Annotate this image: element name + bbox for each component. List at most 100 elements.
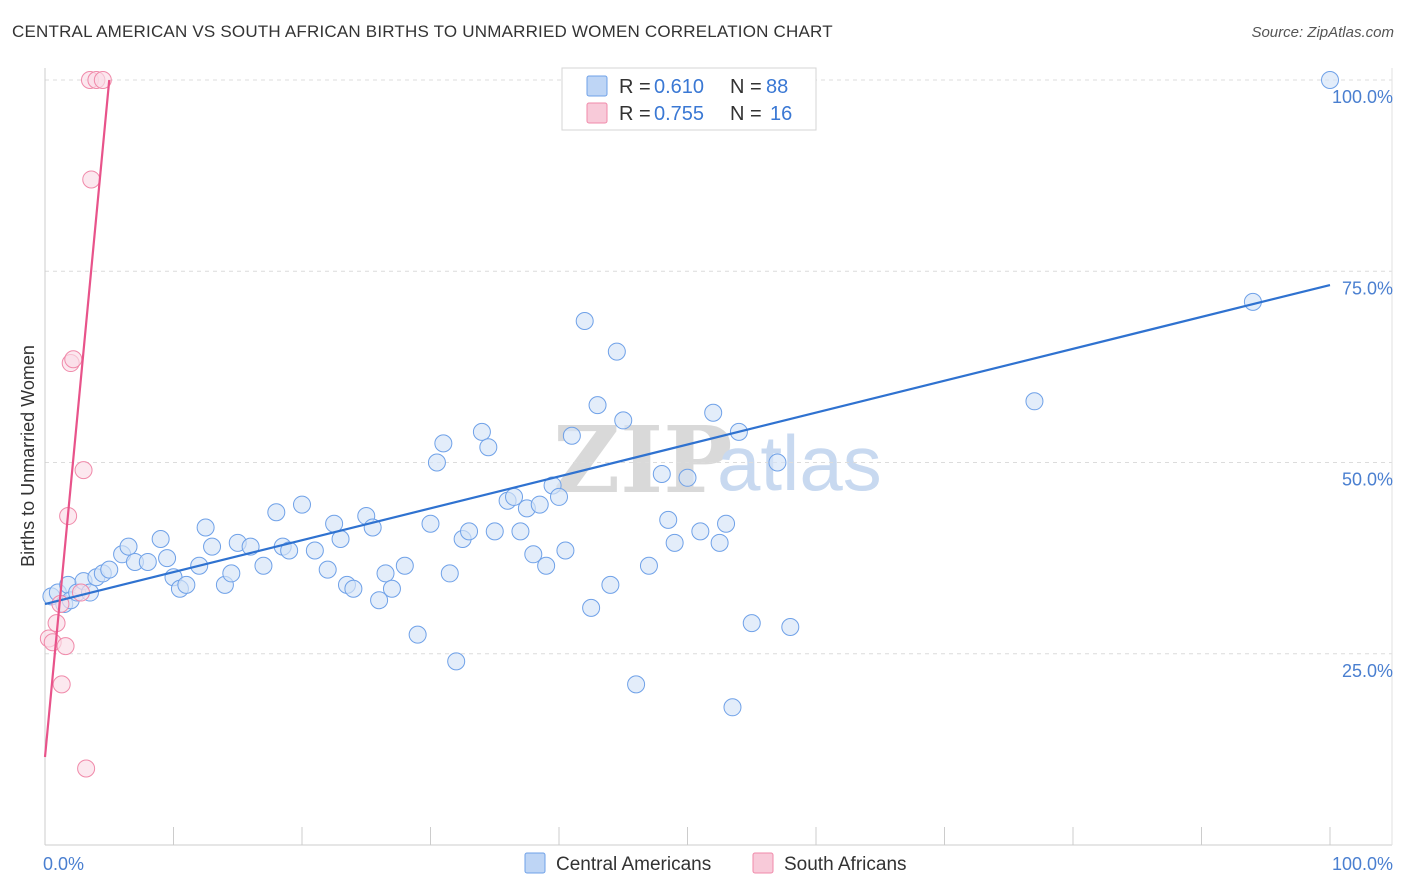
central-americans-point xyxy=(196,518,215,537)
central-americans-point xyxy=(203,537,222,556)
central-americans-point xyxy=(562,426,581,445)
grid xyxy=(45,79,1392,655)
central-americans-point xyxy=(177,575,196,594)
south-africans-point xyxy=(64,350,83,369)
central-americans-point xyxy=(781,617,800,636)
central-americans-point xyxy=(639,556,658,575)
central-americans-point xyxy=(427,453,446,472)
south-africans-point xyxy=(52,675,71,694)
central-americans-point xyxy=(601,575,620,594)
watermark-zip: ZIP xyxy=(553,406,732,514)
data-points xyxy=(39,71,1339,778)
x-tick-label: 0.0% xyxy=(43,854,84,874)
central-americans-point xyxy=(717,514,736,533)
central-americans-point xyxy=(607,342,626,361)
central-americans-point xyxy=(723,698,742,717)
axis-labels: 25.0% 50.0% 75.0% 100.0% 0.0% 100.0% Births to… xyxy=(18,87,1393,874)
central-americans-point xyxy=(434,434,453,453)
legend-r-label: R = xyxy=(619,103,651,125)
legend-box: R = 0.610 N = 88 R = 0.755 N = 16 xyxy=(561,67,817,131)
central-americans-point xyxy=(1025,392,1044,411)
central-americans-point xyxy=(530,495,549,514)
legend-swatch-south-africans xyxy=(586,102,608,124)
central-americans-point xyxy=(158,549,177,568)
south-africans-point xyxy=(82,170,101,189)
central-americans-point xyxy=(582,598,601,617)
watermark: ZIP atlas xyxy=(553,406,882,514)
central-americans-point xyxy=(511,522,530,541)
central-americans-point xyxy=(138,552,157,571)
legend-n-value-south-africans: 16 xyxy=(770,103,792,125)
central-americans-point xyxy=(382,579,401,598)
y-axis-label: Births to Unmarried Women xyxy=(18,345,38,567)
central-americans-point xyxy=(537,556,556,575)
axes xyxy=(44,68,1393,846)
central-americans-point xyxy=(691,522,710,541)
chart-title: CENTRAL AMERICAN VS SOUTH AFRICAN BIRTHS… xyxy=(12,22,833,41)
central-americans-trend-line xyxy=(44,283,1331,606)
y-tick-label: 100.0% xyxy=(1332,87,1393,107)
y-tick-label: 50.0% xyxy=(1342,470,1393,490)
central-americans-point xyxy=(119,537,138,556)
legend-n-value-central-americans: 88 xyxy=(766,76,788,98)
central-americans-point xyxy=(485,522,504,541)
south-africans-point xyxy=(56,637,75,656)
central-americans-point xyxy=(370,591,389,610)
central-americans-point xyxy=(447,652,466,671)
central-americans-point xyxy=(742,614,761,633)
central-americans-point xyxy=(550,487,568,506)
central-americans-point xyxy=(614,411,633,430)
central-americans-point xyxy=(151,530,170,548)
central-americans-point xyxy=(395,556,414,575)
legend-r-label: R = xyxy=(619,76,651,98)
y-tick-label: 75.0% xyxy=(1342,278,1393,298)
bottom-legend-label-south-africans: South Africans xyxy=(784,854,907,875)
central-americans-point xyxy=(479,438,498,457)
central-americans-point xyxy=(318,560,337,579)
central-americans-point xyxy=(440,564,459,583)
central-americans-point xyxy=(293,495,311,514)
bottom-legend-swatch-south-africans xyxy=(752,852,774,874)
central-americans-point xyxy=(280,541,299,560)
central-americans-point xyxy=(305,541,324,560)
central-americans-point xyxy=(575,311,594,330)
legend-n-label: N = xyxy=(730,76,762,98)
central-americans-point xyxy=(267,503,286,522)
central-americans-point xyxy=(421,514,440,533)
source-label: Source: ZipAtlas.com xyxy=(1251,24,1394,41)
legend-swatch-central-americans xyxy=(586,75,608,97)
central-americans-point xyxy=(659,510,678,529)
legend-r-value-central-americans: 0.610 xyxy=(654,76,704,98)
central-americans-point xyxy=(710,533,729,552)
legend-n-label: N = xyxy=(730,103,762,125)
central-americans-point xyxy=(344,579,363,598)
bottom-legend-label-central-americans: Central Americans xyxy=(556,854,711,875)
central-americans-point xyxy=(460,522,479,541)
bottom-legend: Central Americans South Africans xyxy=(524,852,907,875)
south-africans-trend-line xyxy=(43,79,111,758)
central-americans-point xyxy=(556,541,575,560)
central-americans-point xyxy=(768,453,787,472)
central-americans-point xyxy=(678,468,697,487)
central-americans-point xyxy=(627,675,646,694)
central-americans-point xyxy=(376,564,395,583)
central-americans-point xyxy=(524,545,543,564)
south-africans-point xyxy=(74,461,93,480)
central-americans-point xyxy=(1321,71,1339,89)
south-africans-point xyxy=(77,759,96,778)
central-americans-point xyxy=(100,560,119,579)
south-africans-point xyxy=(93,71,112,89)
y-tick-label: 25.0% xyxy=(1342,661,1393,681)
central-americans-point xyxy=(254,556,273,575)
central-americans-point xyxy=(652,464,671,483)
central-americans-point xyxy=(222,564,241,583)
trend-lines xyxy=(43,79,1331,758)
central-americans-point xyxy=(588,396,607,415)
central-americans-point xyxy=(704,403,723,422)
bottom-legend-swatch-central-americans xyxy=(524,852,546,874)
legend-r-value-south-africans: 0.755 xyxy=(654,103,704,125)
x-tick-label: 100.0% xyxy=(1332,854,1393,874)
central-americans-point xyxy=(472,422,491,441)
central-americans-point xyxy=(665,533,684,552)
